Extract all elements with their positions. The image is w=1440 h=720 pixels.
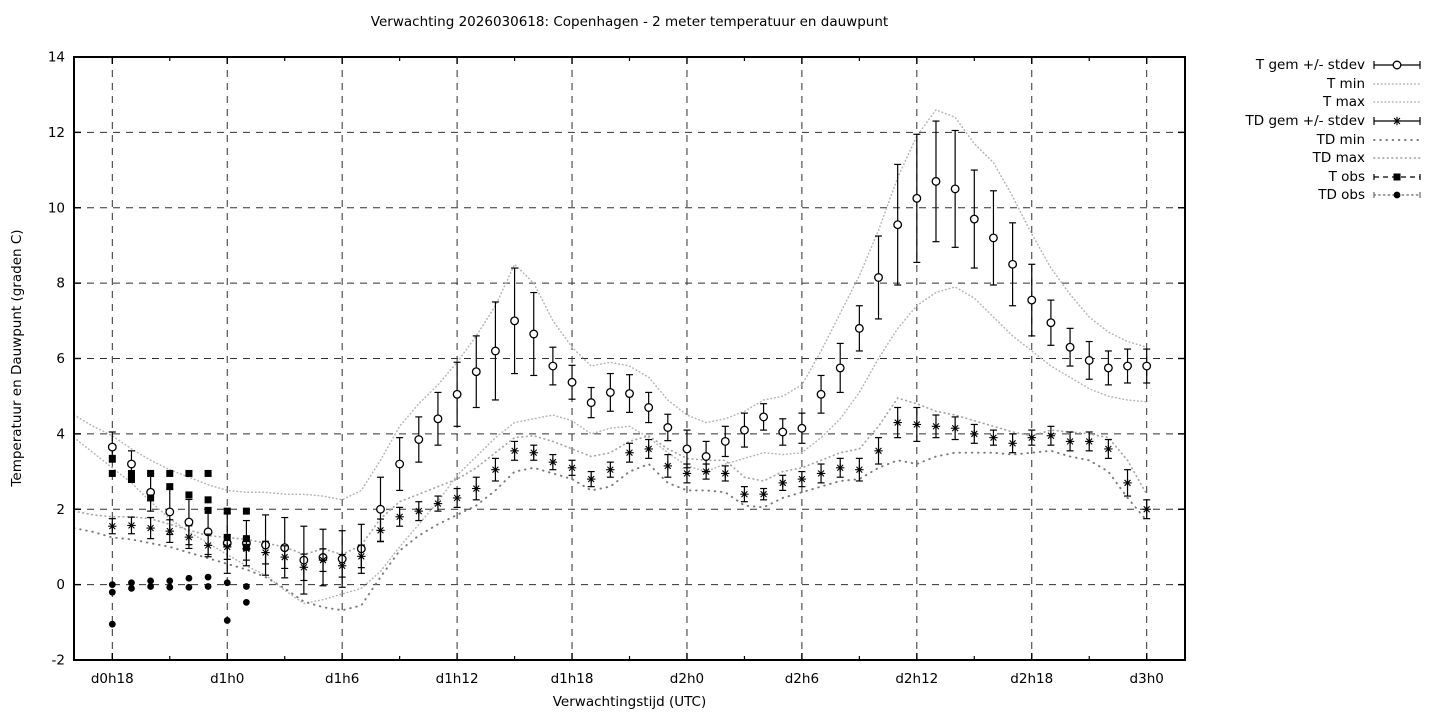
legend-item-td-obs: TD obs — [1246, 186, 1422, 205]
legend-item-t-max: T max — [1246, 93, 1422, 112]
x-tick-label: d2h6 — [785, 671, 819, 687]
legend-label: TD min — [1316, 131, 1365, 148]
y-tick-label: 0 — [56, 577, 65, 593]
legend-label: TD max — [1312, 150, 1365, 167]
legend-label: T gem +/- stdev — [1255, 57, 1365, 74]
x-tick-label: d3h0 — [1130, 671, 1164, 687]
legend-sample-dotted-sparse — [1373, 138, 1421, 141]
chart-title: Verwachting 2026030618: Copenhagen - 2 m… — [370, 14, 889, 30]
grid-lines — [74, 57, 1185, 660]
legend-label: T min — [1327, 75, 1365, 92]
legend-label: T obs — [1328, 168, 1365, 185]
x-tick-label: d1h12 — [436, 671, 479, 687]
series-td-gem---stdev — [108, 406, 1151, 582]
legend-sample-dotted-medium — [1373, 157, 1421, 160]
tick-labels: -2 0 2 4 6 8 10 12 14 d0h18 d1h0 d1h6 d1h12 d1h18 d2h0… — [48, 50, 1164, 688]
y-tick-label: 6 — [56, 351, 65, 367]
legend-item-td-gem---stdev: TD gem +/- stdev — [1246, 112, 1422, 131]
legend-item-t-gem---stdev: T gem +/- stdev — [1246, 56, 1422, 75]
x-tick-label: d2h18 — [1010, 671, 1053, 687]
legend-sample-dotted-fine — [1373, 101, 1421, 104]
axes-border — [73, 56, 1186, 661]
legend-sample-dotted-fine — [1373, 83, 1421, 85]
legend: T gem +/- stdev T min T max TD gem +/- stde… — [1246, 56, 1422, 205]
legend-sample-points-dot-dotted — [1373, 192, 1421, 199]
legend-sample-errorbar-circle — [1373, 60, 1421, 70]
x-tick-label: d2h0 — [670, 671, 704, 687]
legend-item-td-max: TD max — [1246, 149, 1422, 168]
legend-item-td-min: TD min — [1246, 130, 1422, 149]
y-tick-label: 8 — [56, 276, 65, 292]
series-t-gem---stdev — [107, 120, 1152, 595]
x-tick-label: d2h12 — [895, 671, 938, 687]
envelope-line-t-min — [73, 286, 1148, 605]
legend-label: T max — [1323, 94, 1365, 111]
legend-item-t-obs: T obs — [1246, 168, 1422, 187]
x-axis-title: Verwachtingstijd (UTC) — [552, 694, 707, 710]
legend-sample-points-square-dashed — [1373, 173, 1421, 181]
y-tick-label: 2 — [56, 502, 65, 518]
legend-item-t-min: T min — [1246, 75, 1422, 94]
series-t-obs — [108, 454, 250, 551]
y-tick-label: 12 — [48, 125, 65, 141]
y-tick-label: -2 — [52, 653, 65, 669]
y-axis-title: Temperatuur en Dauwpunt (graden C) — [9, 229, 25, 487]
series-td-obs — [108, 573, 250, 628]
x-tick-label: d1h6 — [325, 671, 359, 687]
x-tick-label: d1h0 — [210, 671, 244, 687]
y-tick-label: 10 — [48, 200, 65, 216]
y-tick-label: 14 — [48, 50, 65, 66]
y-tick-label: 4 — [56, 426, 65, 442]
legend-label: TD obs — [1318, 187, 1365, 204]
x-tick-label: d0h18 — [91, 671, 134, 687]
x-tick-label: d1h18 — [551, 671, 594, 687]
legend-label: TD gem +/- stdev — [1245, 113, 1365, 130]
envelope-line-t-max — [73, 108, 1148, 501]
legend-sample-errorbar-asterisk — [1373, 116, 1421, 126]
